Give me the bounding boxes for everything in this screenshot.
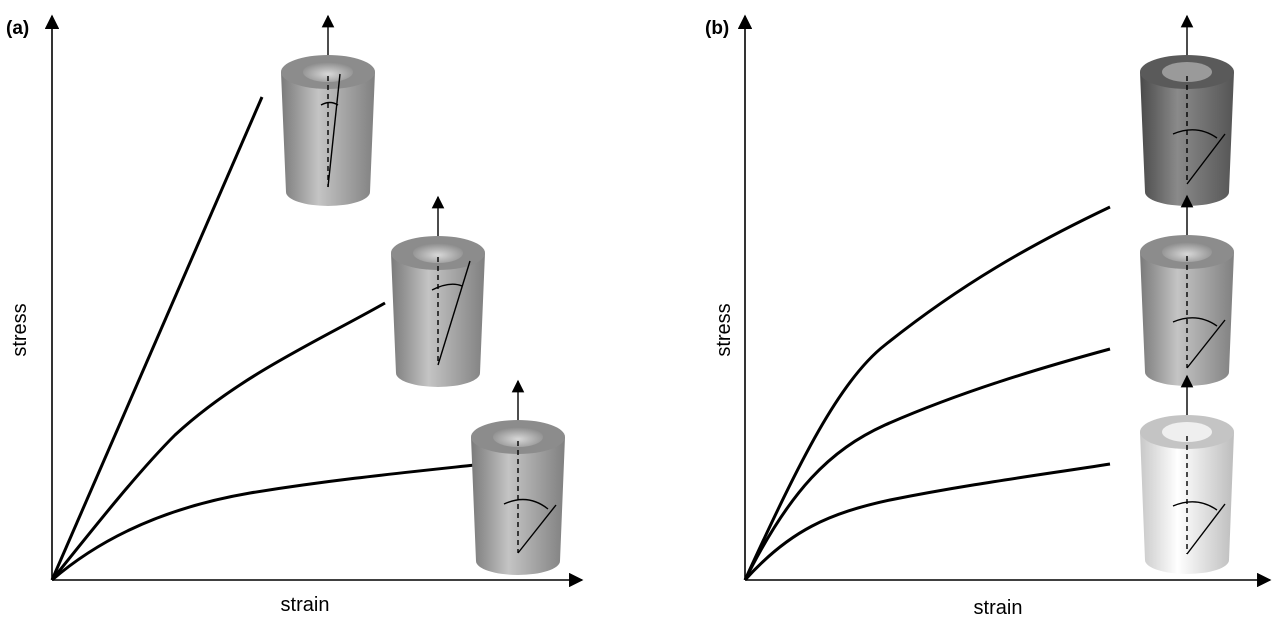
curve bbox=[52, 97, 262, 580]
curve bbox=[745, 464, 1110, 580]
x-axis-label: strain bbox=[974, 597, 1023, 619]
curve bbox=[745, 207, 1110, 580]
y-axis-label: stress bbox=[713, 303, 735, 356]
figure: (a) stress strain bbox=[0, 0, 1275, 620]
panel-a: (a) stress strain bbox=[6, 16, 582, 616]
cylinder bbox=[1140, 376, 1234, 574]
y-axis-label: stress bbox=[9, 303, 31, 356]
cylinder bbox=[471, 381, 565, 575]
cylinder bbox=[281, 16, 375, 206]
x-axis-label: strain bbox=[281, 594, 330, 616]
cylinder bbox=[1140, 16, 1234, 206]
cylinder bbox=[391, 197, 485, 387]
curve bbox=[52, 465, 475, 580]
panel-b: (b) stress strain bbox=[705, 16, 1270, 619]
panel-label: (b) bbox=[705, 18, 729, 39]
curve bbox=[52, 303, 385, 580]
cylinder bbox=[1140, 196, 1234, 386]
panel-label: (a) bbox=[6, 18, 29, 39]
